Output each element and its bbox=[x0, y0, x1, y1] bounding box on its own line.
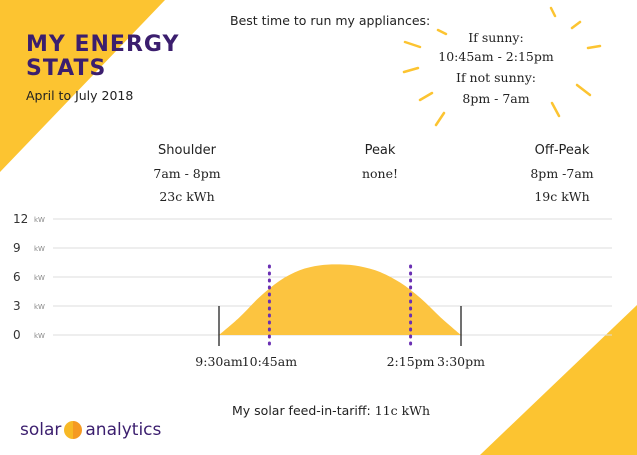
x-tick-label: 9:30am bbox=[195, 354, 243, 369]
y-tick-label: 6 bbox=[13, 270, 21, 284]
y-tick-unit: kW bbox=[34, 332, 45, 340]
y-tick-label: 12 bbox=[13, 212, 28, 226]
period-peak-name: Peak bbox=[364, 143, 396, 158]
page-title: MY ENERGY STATS bbox=[26, 32, 180, 81]
y-tick-unit: kW bbox=[34, 245, 45, 253]
solar-analytics-logo: solar analytics bbox=[20, 420, 161, 440]
sun-logo-icon bbox=[64, 421, 83, 439]
feed-in-tariff: My solar feed-in-tariff: 11c kWh bbox=[232, 403, 430, 418]
period-shoulder-hours: 7am - 8pm bbox=[153, 166, 221, 181]
logo-text-left: solar bbox=[20, 420, 62, 440]
y-tick-label: 9 bbox=[13, 241, 21, 255]
y-tick-unit: kW bbox=[34, 216, 45, 224]
y-tick-unit: kW bbox=[34, 303, 45, 311]
bottom-right-corner-shape bbox=[480, 305, 637, 455]
period-shoulder-name: Shoulder bbox=[158, 143, 216, 158]
x-tick-label: 3:30pm bbox=[437, 354, 485, 369]
solar-generation-area bbox=[219, 264, 461, 335]
x-tick-label: 2:15pm bbox=[387, 354, 435, 369]
best-time-line-2: 10:45am - 2:15pm bbox=[438, 49, 554, 64]
best-time-label: Best time to run my appliances: bbox=[230, 13, 431, 28]
y-tick-label: 3 bbox=[13, 299, 21, 313]
feed-in-label: My solar feed-in-tariff: bbox=[232, 403, 371, 418]
sun-rays-decoration bbox=[402, 6, 602, 127]
feed-in-value: 11c kWh bbox=[374, 403, 431, 418]
period-peak-hours: none! bbox=[361, 166, 399, 181]
y-tick-unit: kW bbox=[34, 274, 45, 282]
period-offpeak-hours: 8pm -7am bbox=[530, 166, 594, 181]
date-range-subtitle: April to July 2018 bbox=[26, 88, 134, 103]
top-left-corner-shape bbox=[0, 0, 165, 172]
period-offpeak-rate: 19c kWh bbox=[534, 189, 590, 204]
y-tick-label: 0 bbox=[13, 328, 21, 342]
best-time-line-1: If sunny: bbox=[468, 30, 524, 45]
x-tick-label: 10:45am bbox=[242, 354, 297, 369]
period-shoulder-rate: 23c kWh bbox=[159, 189, 215, 204]
best-time-line-3: If not sunny: bbox=[456, 70, 536, 85]
logo-text-right: analytics bbox=[85, 420, 162, 440]
period-offpeak-name: Off-Peak bbox=[534, 143, 590, 158]
best-time-line-4: 8pm - 7am bbox=[462, 91, 530, 106]
